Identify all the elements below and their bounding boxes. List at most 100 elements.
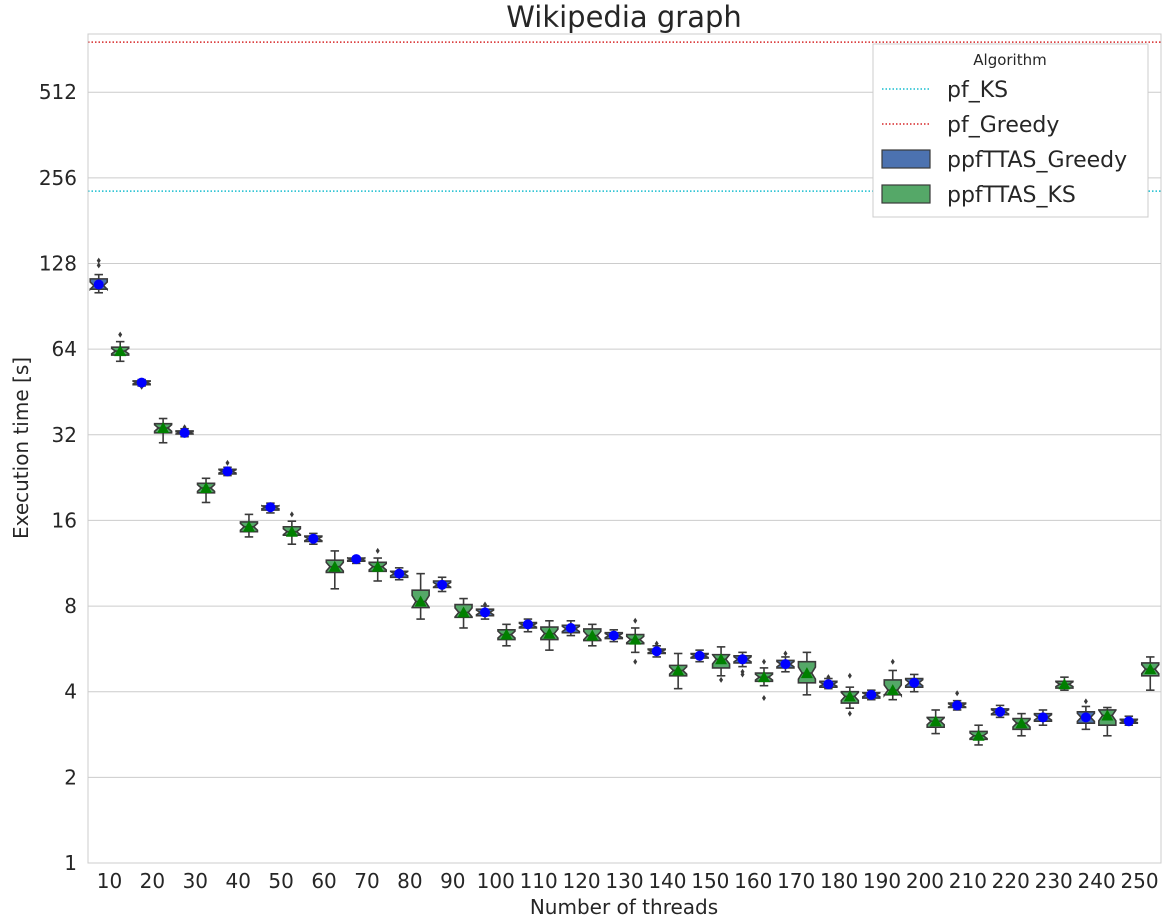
box-mean-marker xyxy=(715,653,728,665)
box-mean-marker xyxy=(972,729,985,741)
box-ppfTTAS_Greedy-190 xyxy=(861,689,881,701)
box-ppfTTAS_Greedy-100 xyxy=(475,601,495,620)
box-outlier xyxy=(654,640,659,647)
box-outlier xyxy=(96,262,101,269)
box-mean-marker xyxy=(200,482,213,494)
x-tick-labels: 10 20 30 40 50 60 70 80 90 100 110 120 130 140 150 160 1… xyxy=(97,869,1159,893)
x-tick-label: 180 xyxy=(820,869,858,893)
x-tick-label: 70 xyxy=(354,869,379,893)
y-grid xyxy=(88,91,1161,778)
x-tick-label: 220 xyxy=(992,869,1030,893)
legend-entries: pf_KS pf_Greedy ppfTTAS_Greedy ppfTTAS_KS xyxy=(881,78,1127,208)
box-mean-marker xyxy=(1037,712,1048,723)
x-tick-label: 150 xyxy=(691,869,729,893)
box-outlier xyxy=(719,676,724,683)
box-outlier xyxy=(633,658,638,665)
box-mean-marker xyxy=(1058,678,1071,690)
box-mean-marker xyxy=(780,659,791,670)
box-mean-marker xyxy=(757,671,770,683)
box-ppfTTAS_Greedy-70 xyxy=(346,554,366,565)
reference-lines xyxy=(88,41,1161,192)
box-mean-marker xyxy=(351,554,362,565)
box-ppfTTAS_KS-210 xyxy=(969,724,988,746)
box-ppfTTAS_Greedy-220 xyxy=(990,704,1010,719)
box-ppfTTAS_KS-150 xyxy=(711,646,731,683)
box-mean-marker xyxy=(929,715,942,727)
box-ppfTTAS_Greedy-120 xyxy=(561,620,581,637)
box-mean-marker xyxy=(843,690,856,702)
box-mean-marker xyxy=(672,664,685,676)
box-ppfTTAS_Greedy-60 xyxy=(304,532,323,545)
box-outlier xyxy=(375,547,380,554)
y-tick-label: 128 xyxy=(39,251,77,275)
box-ppfTTAS_Greedy-90 xyxy=(432,576,452,593)
box-mean-marker xyxy=(909,677,920,688)
box-mean-marker xyxy=(394,568,405,579)
box-ppfTTAS_KS-90 xyxy=(454,597,473,629)
box-outlier xyxy=(633,617,638,624)
box-outlier xyxy=(740,671,745,678)
box-ppfTTAS_Greedy-230 xyxy=(1033,709,1053,727)
box-mean-marker xyxy=(800,667,813,679)
x-tick-label: 200 xyxy=(906,869,944,893)
x-tick-label: 120 xyxy=(562,869,600,893)
box-ppfTTAS_Greedy-200 xyxy=(904,673,924,693)
legend-entry: pf_KS xyxy=(882,78,1008,103)
box-ppfTTAS_KS-50 xyxy=(282,511,302,545)
x-tick-label: 170 xyxy=(777,869,815,893)
box-ppfTTAS_KS-30 xyxy=(196,477,216,504)
box-mean-marker xyxy=(265,502,276,513)
box-ppfTTAS_Greedy-10 xyxy=(89,257,109,294)
box-ppfTTAS_KS-80 xyxy=(411,572,430,620)
box-mean-marker xyxy=(500,628,513,640)
box-ppfTTAS_KS-170 xyxy=(797,651,817,696)
box-ppfTTAS_Greedy-40 xyxy=(218,459,237,477)
x-tick-label: 160 xyxy=(734,869,772,893)
box-ppfTTAS_Greedy-180 xyxy=(819,674,838,690)
box-outlier xyxy=(289,511,294,518)
legend: Algorithm pf_KS pf_Greedy ppfTTAS_Greedypp… xyxy=(872,43,1149,218)
box-outlier xyxy=(118,331,123,338)
box-ppfTTAS_KS-100 xyxy=(497,623,516,647)
box-ppfTTAS_Greedy-250 xyxy=(1119,715,1139,727)
box-mean-marker xyxy=(651,646,662,657)
box-outlier xyxy=(783,650,788,657)
box-ppfTTAS_Greedy-80 xyxy=(389,567,409,581)
x-tick-label: 140 xyxy=(648,869,686,893)
box-ppfTTAS_KS-190 xyxy=(883,658,903,701)
x-tick-label: 230 xyxy=(1035,869,1073,893)
box-outlier xyxy=(955,690,960,697)
box-mean-marker xyxy=(1080,712,1091,723)
x-tick-label: 40 xyxy=(225,869,250,893)
legend-label: ppfTTAS_KS xyxy=(947,183,1076,208)
box-outlier xyxy=(1083,698,1088,705)
y-tick-label: 8 xyxy=(64,594,77,618)
box-mean-marker xyxy=(608,630,619,641)
box-ppfTTAS_Greedy-160 xyxy=(733,651,752,678)
box-mean-marker xyxy=(565,622,576,633)
legend-title: Algorithm xyxy=(973,51,1046,69)
box-ppfTTAS_Greedy-30 xyxy=(175,424,194,438)
box-ppfTTAS_Greedy-110 xyxy=(518,618,538,633)
box-mean-marker xyxy=(952,700,963,711)
box-ppfTTAS_KS-130 xyxy=(625,617,645,665)
box-mean-marker xyxy=(179,427,190,438)
box-mean-marker xyxy=(437,579,448,590)
box-outlier xyxy=(890,658,895,665)
box-mean-marker xyxy=(414,595,427,607)
x-tick-label: 60 xyxy=(311,869,336,893)
box-mean-marker xyxy=(522,619,533,630)
box-outlier xyxy=(761,658,766,665)
x-tick-label: 110 xyxy=(520,869,558,893)
legend-entry: pf_Greedy xyxy=(882,113,1059,138)
x-tick-label: 130 xyxy=(605,869,643,893)
box-mean-marker xyxy=(157,422,170,434)
box-mean-marker xyxy=(737,654,748,665)
box-ppfTTAS_KS-250 xyxy=(1140,656,1160,691)
y-tick-label: 2 xyxy=(64,765,77,789)
y-tick-label: 16 xyxy=(52,508,77,532)
box-ppfTTAS_Greedy-20 xyxy=(132,377,151,390)
box-mean-marker xyxy=(886,684,899,696)
legend-label: pf_KS xyxy=(947,78,1008,103)
